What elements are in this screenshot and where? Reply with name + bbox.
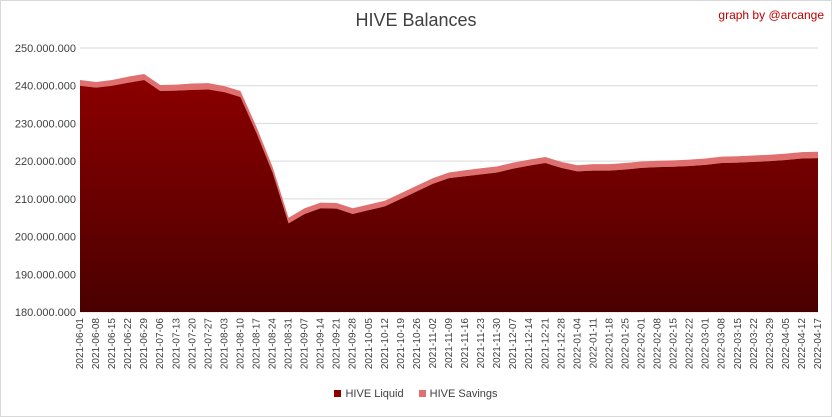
x-tick-label: 2021-10-19: [396, 318, 407, 370]
x-tick-label: 2021-10-05: [364, 318, 375, 370]
legend-item-savings: HIVE Savings: [418, 388, 498, 400]
x-tick-label: 2021-08-31: [284, 318, 295, 370]
x-tick-label: 2022-04-05: [781, 318, 792, 370]
legend-item-liquid: HIVE Liquid: [334, 388, 404, 400]
x-tick-label: 2022-01-18: [604, 318, 615, 370]
x-tick-label: 2022-02-22: [685, 318, 696, 370]
y-tick-label: 220.000.000: [15, 156, 76, 168]
y-axis: 180.000.000 190.000.000 200.000.000 210.000…: [15, 43, 76, 319]
x-tick-label: 2021-06-15: [107, 318, 118, 370]
x-tick-label: 2022-02-01: [637, 318, 648, 370]
series-area-hive-liquid: [80, 80, 818, 312]
x-tick-label: 2021-07-06: [155, 318, 166, 370]
x-tick-label: 2021-10-12: [380, 318, 391, 370]
x-tick-label: 2021-11-30: [492, 318, 503, 369]
y-tick-label: 200.000.000: [15, 232, 76, 244]
x-tick-label: 2021-11-23: [476, 318, 487, 369]
y-tick-label: 250.000.000: [15, 43, 76, 55]
x-tick-label: 2022-03-22: [749, 318, 760, 370]
x-tick-label: 2022-01-25: [620, 318, 631, 370]
x-tick-label: 2022-03-29: [765, 318, 776, 370]
x-tick-label: 2021-12-14: [524, 318, 535, 370]
x-tick-label: 2021-11-16: [460, 318, 471, 369]
x-axis: 2021-06-01 2021-06-08 2021-06-15 2021-06-22…: [75, 318, 824, 370]
legend-label-liquid: HIVE Liquid: [345, 388, 404, 400]
x-tick-label: 2021-08-17: [251, 318, 262, 370]
y-tick-label: 230.000.000: [15, 118, 76, 130]
x-tick-label: 2021-10-26: [412, 318, 423, 370]
legend-swatch-liquid: [334, 390, 342, 397]
y-tick-label: 180.000.000: [15, 307, 76, 319]
x-tick-label: 2021-11-09: [444, 318, 455, 369]
x-tick-label: 2021-09-14: [316, 318, 327, 370]
x-tick-label: 2021-07-20: [187, 318, 198, 370]
x-tick-label: 2021-09-21: [332, 318, 343, 370]
x-tick-label: 2022-01-04: [572, 318, 583, 370]
y-tick-label: 240.000.000: [15, 81, 76, 93]
x-tick-label: 2022-03-15: [733, 318, 744, 370]
y-tick-label: 210.000.000: [15, 194, 76, 206]
x-tick-label: 2021-06-08: [91, 318, 102, 370]
x-tick-label: 2022-03-08: [717, 318, 728, 370]
series-areas: [80, 74, 818, 312]
x-tick-label: 2022-02-15: [669, 318, 680, 370]
legend-swatch-savings: [418, 390, 426, 397]
x-tick-label: 2021-08-10: [235, 318, 246, 370]
x-tick-label: 2021-06-29: [139, 318, 150, 370]
x-tick-label: 2022-04-12: [797, 318, 808, 370]
chart-credit: graph by @arcange: [718, 8, 824, 22]
x-tick-label: 2021-11-02: [428, 318, 439, 369]
legend-label-savings: HIVE Savings: [429, 388, 498, 400]
x-tick-label: 2021-08-24: [268, 318, 279, 370]
x-tick-label: 2021-07-13: [171, 318, 182, 370]
x-tick-label: 2021-09-07: [300, 318, 311, 370]
chart-title: HIVE Balances: [355, 10, 477, 30]
x-tick-label: 2021-09-28: [348, 318, 359, 370]
x-tick-label: 2022-03-01: [701, 318, 712, 370]
x-tick-label: 2021-06-01: [75, 318, 86, 370]
x-tick-label: 2022-02-08: [653, 318, 664, 370]
x-tick-label: 2021-12-28: [556, 318, 567, 370]
x-tick-label: 2021-12-07: [508, 318, 519, 370]
x-tick-label: 2021-06-22: [123, 318, 134, 370]
legend: HIVE Liquid HIVE Savings: [0, 388, 832, 400]
y-tick-label: 190.000.000: [15, 269, 76, 281]
x-tick-label: 2021-08-03: [219, 318, 230, 370]
x-tick-label: 2022-04-17: [813, 318, 824, 370]
x-tick-label: 2021-12-21: [540, 318, 551, 370]
x-tick-label: 2021-07-27: [203, 318, 214, 370]
x-tick-label: 2022-01-11: [588, 318, 599, 369]
